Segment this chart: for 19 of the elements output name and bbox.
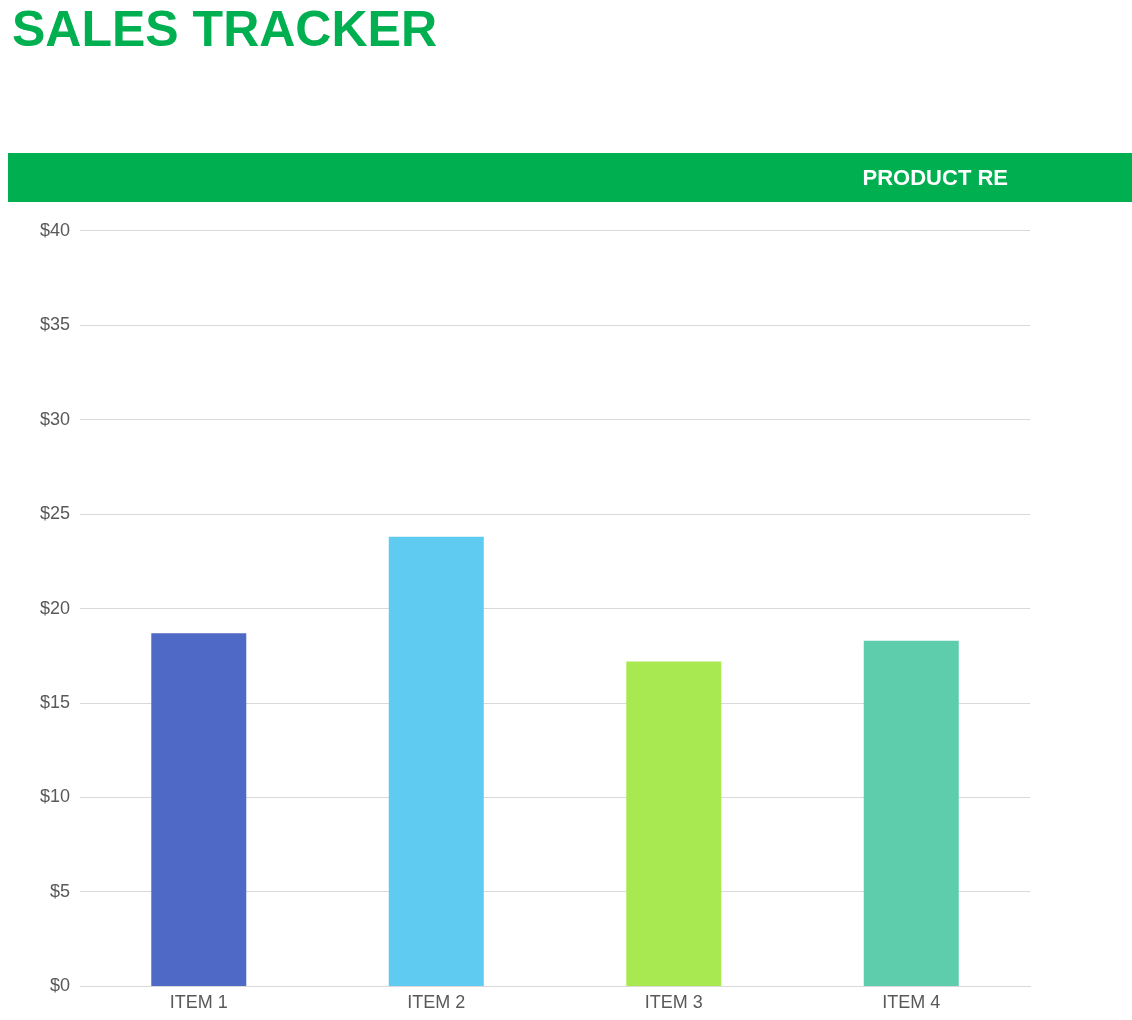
x-tick-label: ITEM 1	[169, 992, 228, 1013]
y-tick-label: $20	[39, 597, 71, 618]
y-tick-label: $30	[39, 408, 71, 429]
y-tick-label: $25	[39, 503, 71, 524]
y-tick-label: $0	[50, 975, 71, 996]
bar	[151, 633, 247, 986]
chart-subtitle: PRODUCT RE	[862, 164, 1008, 192]
x-tick-label: ITEM 3	[644, 992, 703, 1013]
bar	[626, 661, 722, 986]
bar	[863, 640, 959, 986]
y-tick-label: $10	[39, 786, 71, 807]
y-tick-label: $35	[39, 314, 71, 335]
chart-title: SALES TRACKER	[12, 0, 438, 58]
y-tick-label: $40	[39, 219, 71, 240]
x-tick-label: ITEM 2	[407, 992, 466, 1013]
bar	[388, 536, 484, 986]
x-tick-label: ITEM 4	[882, 992, 941, 1013]
y-tick-label: $15	[39, 692, 71, 713]
y-tick-label: $5	[50, 880, 71, 901]
